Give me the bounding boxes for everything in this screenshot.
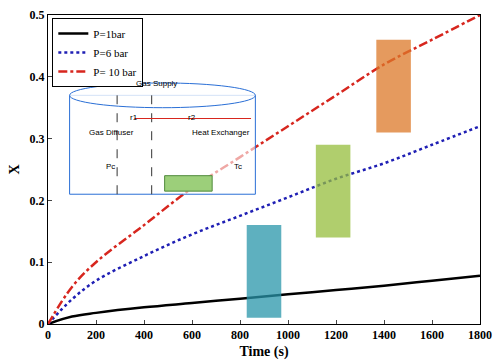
svg-text:r2: r2 bbox=[188, 113, 196, 122]
svg-text:Gas Supply: Gas Supply bbox=[136, 79, 177, 88]
svg-text:0.4: 0.4 bbox=[30, 70, 45, 84]
svg-text:1600: 1600 bbox=[420, 328, 444, 342]
svg-text:P=6 bar: P=6 bar bbox=[93, 47, 128, 59]
svg-text:1200: 1200 bbox=[324, 328, 348, 342]
svg-text:200: 200 bbox=[87, 328, 105, 342]
svg-text:1000: 1000 bbox=[276, 328, 300, 342]
svg-text:P= 10 bar: P= 10 bar bbox=[93, 66, 136, 78]
svg-text:Gas Diffuser: Gas Diffuser bbox=[89, 128, 134, 137]
svg-text:0: 0 bbox=[45, 328, 51, 342]
svg-text:Heat Exchanger: Heat Exchanger bbox=[192, 128, 250, 137]
svg-text:Tc: Tc bbox=[234, 162, 242, 171]
svg-text:0: 0 bbox=[39, 317, 45, 331]
svg-text:1800: 1800 bbox=[468, 328, 492, 342]
svg-text:P=1bar: P=1bar bbox=[93, 28, 125, 40]
svg-text:600: 600 bbox=[183, 328, 201, 342]
svg-text:Pc: Pc bbox=[106, 162, 115, 171]
svg-text:800: 800 bbox=[231, 328, 249, 342]
svg-text:X: X bbox=[7, 164, 22, 174]
svg-text:0.2: 0.2 bbox=[30, 194, 45, 208]
svg-text:1400: 1400 bbox=[372, 328, 396, 342]
svg-text:0.1: 0.1 bbox=[30, 255, 45, 269]
svg-text:400: 400 bbox=[135, 328, 153, 342]
svg-text:r1: r1 bbox=[130, 113, 138, 122]
svg-text:Time (s): Time (s) bbox=[239, 344, 288, 360]
svg-text:0.3: 0.3 bbox=[30, 132, 45, 146]
svg-text:0.5: 0.5 bbox=[30, 8, 45, 22]
